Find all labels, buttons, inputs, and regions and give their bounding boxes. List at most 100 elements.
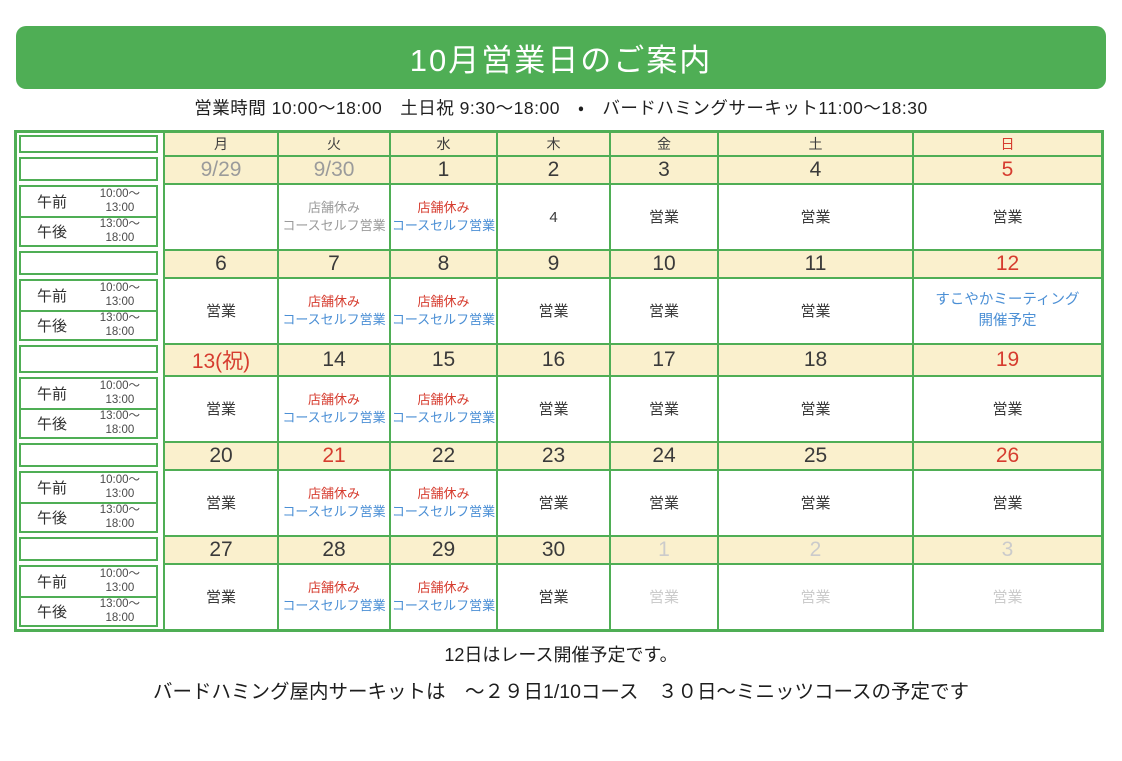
period-label: 午前 <box>37 288 68 305</box>
date-cell: 9/29 <box>163 155 277 183</box>
period-label: 午前 <box>37 386 68 403</box>
footer-note-race: 12日はレース開催予定です。 <box>444 645 678 665</box>
status-cell: 店舗休み コースセルフ営業 <box>389 183 496 249</box>
status-line: 営業 <box>800 302 831 320</box>
status-line: 店舗休み <box>417 293 470 309</box>
time-line: 10:00～ <box>99 474 140 487</box>
status-line: 店舗休み <box>307 485 360 501</box>
status-cell: 営業 <box>163 375 277 441</box>
status-line: コースセルフ営業 <box>391 312 496 327</box>
time-slot-am: 午前 10:00～ 13:00 <box>21 473 156 502</box>
status-cell: 営業 <box>163 563 277 629</box>
day-header-thu: 木 <box>496 133 609 155</box>
time-line: 10:00～ <box>99 568 140 581</box>
status-line: コースセルフ営業 <box>282 598 386 613</box>
status-row-week2: 午前 10:00～ 13:00 午後 13:00～ 18:00 営業 店舗休みコース… <box>17 277 1101 343</box>
title-banner: 10月営業日のご案内 <box>16 26 1106 89</box>
period-label: 午後 <box>37 318 68 335</box>
status-line: コースセルフ営業 <box>391 410 496 425</box>
time-line: 13:00 <box>105 393 135 406</box>
date-cell: 12 <box>912 249 1101 277</box>
date-cell: 2 <box>496 155 609 183</box>
status-line: コースセルフ営業 <box>282 218 386 233</box>
time-range: 13:00～ 18:00 <box>100 598 140 624</box>
time-line: 13:00～ <box>99 410 140 423</box>
status-line: 営業 <box>538 494 569 512</box>
status-cell: 営業 <box>609 469 717 535</box>
status-cell: 4 <box>496 183 609 249</box>
status-line: 営業 <box>205 302 236 320</box>
status-line: 営業 <box>205 494 236 512</box>
time-slot-pm: 午後 13:00～ 18:00 <box>21 310 156 339</box>
status-line: 店舗休み <box>307 391 360 407</box>
status-line: 店舗休み <box>417 485 470 501</box>
status-cell: 営業 <box>912 469 1101 535</box>
day-header-mon: 月 <box>163 133 277 155</box>
date-cell: 27 <box>163 535 277 563</box>
date-cell: 1 <box>609 535 717 563</box>
status-cell: 店舗休み コースセルフ営業 <box>277 277 389 343</box>
date-cell: 2 <box>717 535 912 563</box>
time-range: 10:00～ 13:00 <box>100 282 140 308</box>
status-line: 営業 <box>800 400 831 418</box>
status-cell: 店舗休みコースセルフ営業 <box>277 375 389 441</box>
status-line: 店舗休み <box>307 199 360 215</box>
date-cell: 9/30 <box>277 155 389 183</box>
date-cell: 19 <box>912 343 1101 375</box>
status-cell: 営業 <box>609 563 717 629</box>
status-line: 営業 <box>992 588 1023 606</box>
date-cell: 8 <box>389 249 496 277</box>
period-label: 午後 <box>37 604 68 621</box>
status-cell: 店舗休みコースセルフ営業 <box>389 277 496 343</box>
time-line: 18:00 <box>105 423 135 436</box>
day-header-sun: 日 <box>912 133 1101 155</box>
time-line: 13:00～ <box>99 598 140 611</box>
time-line: 18:00 <box>105 517 135 530</box>
status-line: コースセルフ営業 <box>282 410 386 425</box>
time-label-box: 午前 10:00～ 13:00 午後 13:00～ 18:00 <box>19 565 158 627</box>
status-cell: 営業 <box>717 563 912 629</box>
status-cell: 営業 <box>609 375 717 441</box>
date-cell: 1 <box>389 155 496 183</box>
time-slot-am: 午前 10:00～ 13:00 <box>21 281 156 310</box>
status-line: コースセルフ営業 <box>282 312 386 327</box>
status-cell: 営業 <box>912 375 1101 441</box>
date-cell: 16 <box>496 343 609 375</box>
spacer-box <box>19 443 158 467</box>
time-slot-am: 午前 10:00～ 13:00 <box>21 379 156 408</box>
status-line: 営業 <box>992 208 1023 226</box>
date-cell: 18 <box>717 343 912 375</box>
date-cell: 22 <box>389 441 496 469</box>
date-row-spacer <box>17 535 163 563</box>
time-slot-pm: 午後 13:00～ 18:00 <box>21 408 156 437</box>
time-label-box: 午前 10:00～ 13:00 午後 13:00～ 18:00 <box>19 279 158 341</box>
status-line: 営業 <box>205 588 236 606</box>
status-row-week5: 午前 10:00～ 13:00 午後 13:00～ 18:00 営業 店舗休みコース… <box>17 563 1101 629</box>
status-cell: 営業 <box>609 183 717 249</box>
status-line: 店舗休み <box>417 579 470 595</box>
time-range: 13:00～ 18:00 <box>100 410 140 436</box>
status-line: すこやかミーティング <box>935 291 1080 308</box>
time-line: 18:00 <box>105 611 135 624</box>
time-line: 13:00 <box>105 295 135 308</box>
spacer-box <box>19 157 158 181</box>
status-cell: 営業 <box>163 469 277 535</box>
status-cell: 営業 <box>496 277 609 343</box>
status-cell: 営業 <box>163 277 277 343</box>
date-cell: 6 <box>163 249 277 277</box>
period-label: 午後 <box>37 224 68 241</box>
time-line: 13:00～ <box>99 504 140 517</box>
time-label-box: 午前 10:00～ 13:00 午後 13:00～ 18:00 <box>19 377 158 439</box>
period-label: 午前 <box>37 480 68 497</box>
status-line: 営業 <box>648 208 679 226</box>
status-line: コースセルフ営業 <box>391 598 496 613</box>
date-row-week1: 9/29 9/30 1 2 3 4 5 <box>17 155 1101 183</box>
time-line: 13:00～ <box>99 312 140 325</box>
status-line: 営業 <box>538 588 569 606</box>
time-line: 10:00～ <box>99 380 140 393</box>
status-cell: 営業 <box>496 469 609 535</box>
time-range: 10:00～ 13:00 <box>100 380 140 406</box>
time-range: 10:00～ 13:00 <box>100 568 140 594</box>
date-row-week4: 20 21 22 23 24 25 26 <box>17 441 1101 469</box>
time-range: 13:00～ 18:00 <box>100 218 140 244</box>
